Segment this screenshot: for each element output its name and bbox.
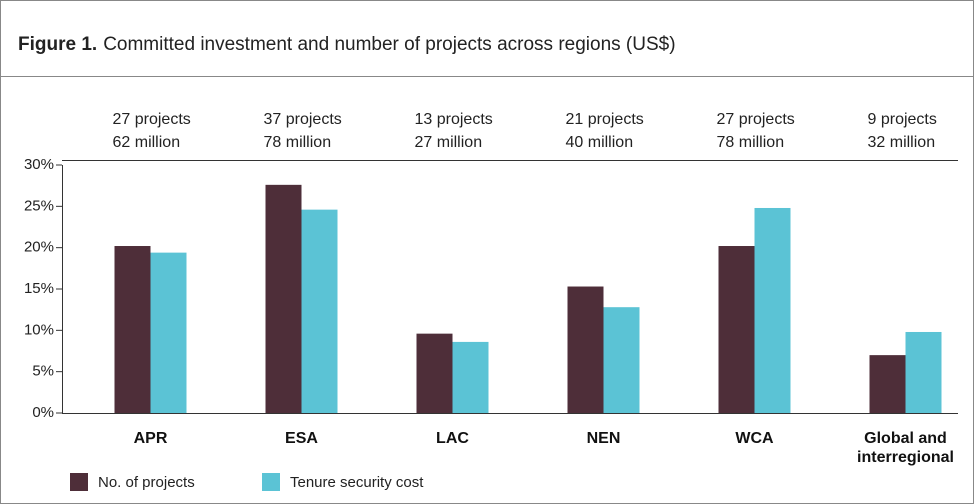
- bar: [905, 331, 942, 413]
- bar: [301, 209, 338, 413]
- bar: [869, 355, 906, 413]
- bar: [416, 333, 453, 413]
- legend-swatch: [70, 473, 88, 491]
- bar: [754, 207, 791, 413]
- annotation-amount: 32 million: [868, 134, 936, 151]
- legend-label: Tenure security cost: [290, 474, 424, 491]
- annotation-projects: 13 projects: [415, 111, 493, 128]
- y-tick-label: 25%: [24, 197, 54, 214]
- bar: [567, 286, 604, 413]
- annotation-amount: 78 million: [717, 134, 785, 151]
- y-tick-label: 30%: [24, 156, 54, 173]
- x-tick-label: Global and interregional: [857, 430, 954, 466]
- chart-title: Figure 1. Committed investment and number…: [18, 34, 676, 55]
- annotation-amount: 62 million: [113, 134, 181, 151]
- annotation-amount: 27 million: [415, 134, 483, 151]
- bar: [114, 246, 151, 413]
- bar: [603, 307, 640, 413]
- bar: [265, 184, 302, 413]
- x-tick-label: ESA: [285, 430, 318, 447]
- y-tick-label: 10%: [24, 321, 54, 338]
- annotation-projects: 37 projects: [264, 111, 342, 128]
- bar: [452, 341, 489, 413]
- bar: [150, 252, 187, 413]
- annotation-amount: 40 million: [566, 134, 634, 151]
- title-label: Figure 1.: [18, 34, 97, 55]
- x-tick-label: LAC: [436, 430, 469, 447]
- y-tick-label: 5%: [32, 363, 54, 380]
- title-text: Committed investment and number of proje…: [103, 34, 675, 55]
- annotation-projects: 27 projects: [113, 111, 191, 128]
- y-tick-label: 15%: [24, 280, 54, 297]
- y-tick-label: 0%: [32, 404, 54, 421]
- annotation-projects: 9 projects: [868, 111, 937, 128]
- legend-label: No. of projects: [98, 474, 195, 491]
- x-tick-label: NEN: [586, 430, 621, 447]
- annotation-amount: 78 million: [264, 134, 332, 151]
- x-tick-label: WCA: [735, 430, 774, 447]
- annotation-projects: 27 projects: [717, 111, 795, 128]
- y-tick-label: 20%: [24, 239, 54, 256]
- annotation-projects: 21 projects: [566, 111, 644, 128]
- x-tick-label: APR: [133, 430, 168, 447]
- bar: [718, 246, 755, 413]
- legend-swatch: [262, 473, 280, 491]
